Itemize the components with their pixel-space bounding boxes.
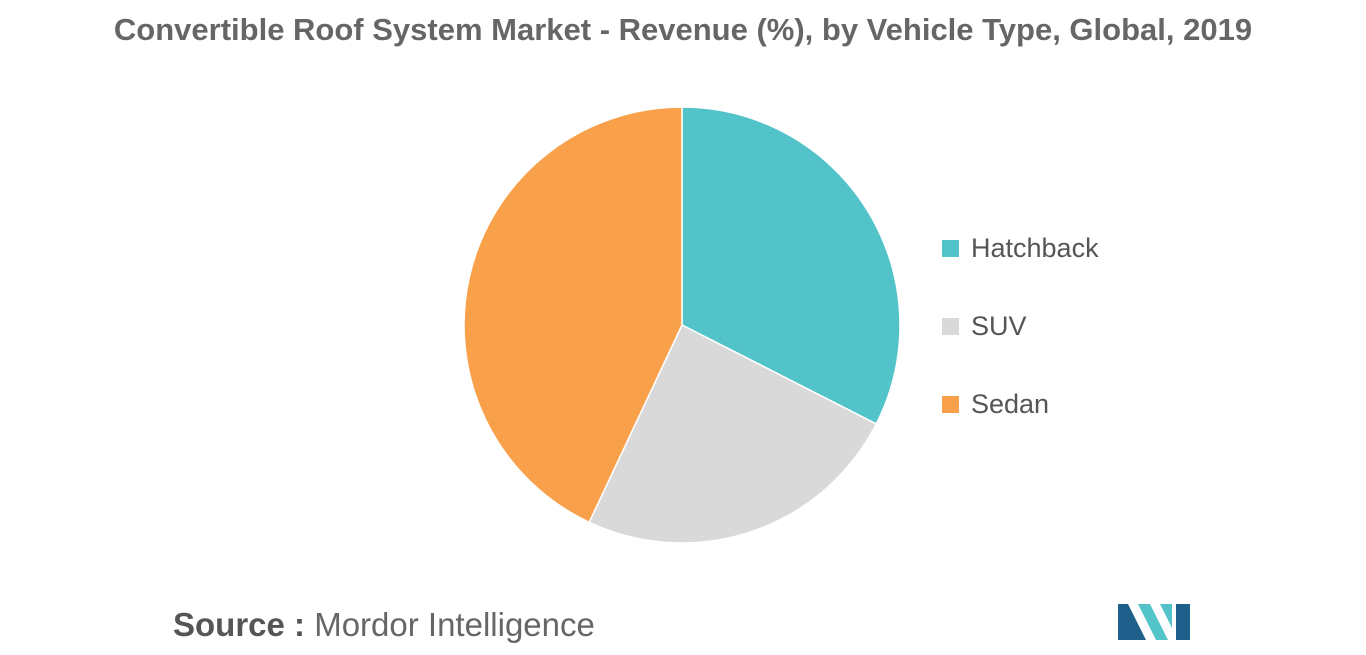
- legend-label-sedan: Sedan: [971, 388, 1050, 419]
- mordor-intelligence-logo-icon: [1118, 604, 1190, 640]
- legend-item-hatchback: Hatchback: [942, 230, 1099, 266]
- legend-swatch-hatchback: [942, 239, 959, 257]
- legend-item-suv: SUV: [942, 308, 1099, 344]
- logo-shape-middle: [1138, 604, 1168, 640]
- source-note: Source : Mordor Intelligence: [173, 606, 595, 644]
- legend-swatch-sedan: [942, 395, 959, 413]
- pie-slices: [463, 106, 901, 544]
- pie-slice-hatchback: [681, 106, 901, 425]
- legend-item-sedan: Sedan: [942, 386, 1099, 422]
- logo-shape-right-light: [1160, 604, 1172, 628]
- pie-slice-sedan: [463, 106, 683, 524]
- legend-swatch-suv: [942, 317, 959, 335]
- legend-label-hatchback: Hatchback: [971, 232, 1099, 263]
- chart-title: Convertible Roof System Market - Revenue…: [113, 12, 1253, 47]
- logo-shape-left: [1118, 604, 1146, 640]
- source-label: Source :: [173, 606, 306, 643]
- logo-shape-right-dark: [1176, 604, 1190, 640]
- source-value: Mordor Intelligence: [314, 606, 595, 643]
- chart-legend: Hatchback SUV Sedan: [942, 230, 1099, 464]
- legend-label-suv: SUV: [971, 310, 1027, 341]
- pie-slice-suv: [588, 323, 878, 544]
